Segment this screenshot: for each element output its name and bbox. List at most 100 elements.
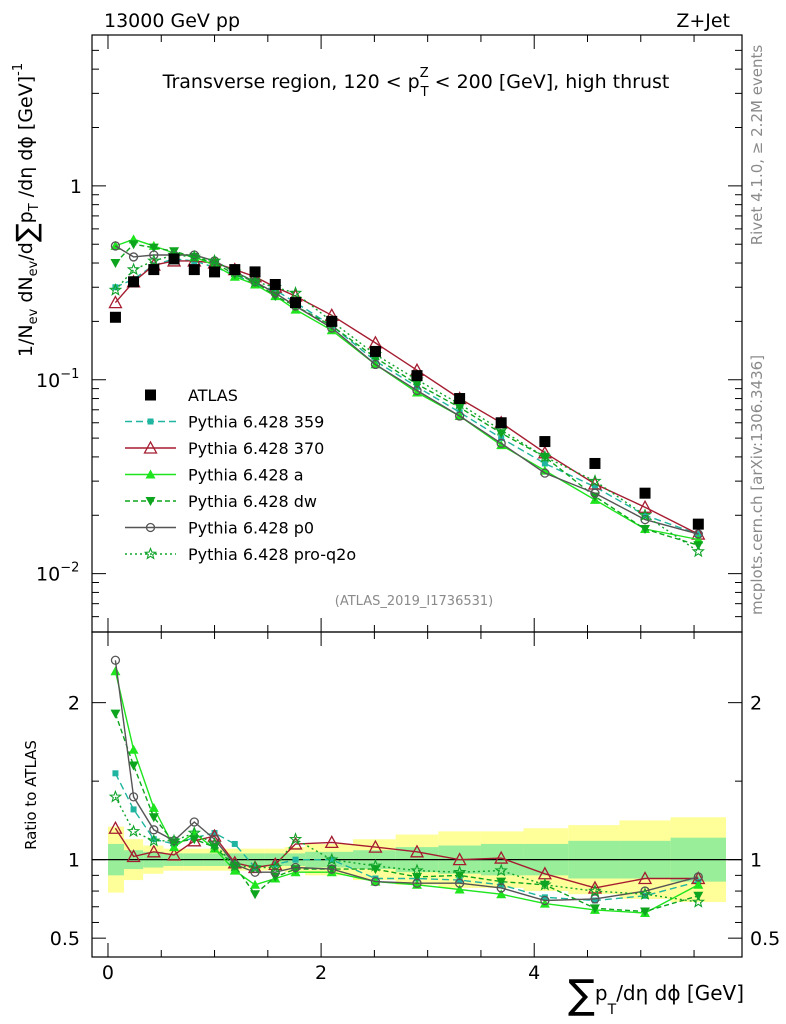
y-tick-label-ratio-right: 1 [750,850,762,872]
y-tick-label-ratio: 1 [68,850,80,872]
ratio-point-pythia-6-428-370 [146,844,161,858]
ratio-point-pythia-6-428-pro-q2o [368,858,383,872]
series-point-pythia-6-428-dw [110,259,121,269]
series-point-pythia-6-428-p0 [454,411,465,421]
mcplots-label: mcplots.cern.ch [arXiv:1306.3436] [748,355,766,615]
header-left: 13000 GeV pp [104,10,240,32]
ratio-point-pythia-6-428-p0 [540,895,550,906]
atlas-data-point [290,297,302,309]
series-point-pythia-6-428-p0 [540,468,550,478]
ratio-point-pythia-6-428-a [539,898,550,908]
series-point-pythia-6-428-dw [128,240,139,250]
legend-entry-atlas: ATLAS [145,386,238,405]
legend-marker-pythia-6-428-370 [143,440,158,454]
atlas-data-point [454,393,466,405]
legend-label-pythia-6-428-pro-q2o: Pythia 6.428 pro-q2o [188,545,356,564]
ratio-point-pythia-6-428-pro-q2o [147,833,161,847]
ratio-point-pythia-6-428-pro-q2o [187,825,201,839]
ratio-point-pythia-6-428-p0 [454,878,465,888]
ratio-point-pythia-6-428-370 [324,835,339,849]
legend-entry-pythia-6-428-pro-q2o: Pythia 6.428 pro-q2o [125,545,356,564]
legend-entry-pythia-6-428-p0: Pythia 6.428 p0 [125,519,314,538]
y-tick-label-ratio: 2 [68,693,80,715]
ratio-point-pythia-6-428-pro-q2o [538,877,552,891]
ratio-point-pythia-6-428-dw [496,877,507,887]
main-plot-area [108,234,706,558]
ratio-point-pythia-6-428-370 [452,852,467,866]
ratio-point-pythia-6-428-a [148,802,159,812]
ratio-point-pythia-6-428-pro-q2o [452,865,467,878]
series-point-pythia-6-428-a [693,534,704,544]
ratio-point-pythia-6-428-dw [589,904,600,914]
series-point-pythia-6-428-pro-q2o [248,274,262,288]
ratio-point-pythia-6-428-pro-q2o [588,884,602,897]
legend-marker-pythia-6-428-pro-q2o [143,546,158,560]
legend-label-atlas: ATLAS [188,386,238,405]
ratio-point-pythia-6-428-359 [112,770,119,777]
legend-label-pythia-6-428-p0: Pythia 6.428 p0 [188,519,314,538]
y-axis-label-ratio: Ratio to ATLAS [22,740,40,850]
ratio-point-pythia-6-428-a [454,884,465,894]
atlas-data-point [369,345,381,357]
atlas-data-point [411,370,423,382]
ratio-point-pythia-6-428-359 [231,840,238,847]
ratio-point-pythia-6-428-dw [110,709,121,719]
ratio-point-pythia-6-428-p0 [370,876,381,887]
legend-entry-pythia-6-428-a: Pythia 6.428 a [125,466,304,485]
atlas-data-point [109,311,121,323]
atlas-data-point [209,266,221,278]
y-tick-label-main: 1 [70,176,82,198]
series-point-pythia-6-428-pro-q2o [538,449,552,463]
x-tick-label: 4 [528,962,540,984]
ratio-point-pythia-6-428-p0 [189,817,199,827]
ratio-point-pythia-6-428-pro-q2o [410,863,424,877]
series-point-pythia-6-428-pro-q2o [147,253,161,267]
legend-label-pythia-6-428-359: Pythia 6.428 359 [188,413,324,432]
legend-entry-pythia-6-428-dw: Pythia 6.428 dw [125,492,317,511]
ratio-point-pythia-6-428-p0 [693,872,703,882]
y-tick-label-ratio: 0.5 [50,928,80,950]
ratio-point-pythia-6-428-a [250,879,261,889]
series-point-pythia-6-428-pro-q2o [288,286,303,299]
ratio-line-pythia-6-428-370 [114,827,699,889]
atlas-data-point [589,457,601,469]
analysis-id: (ATLAS_2019_I1736531) [335,594,493,609]
ratio-point-pythia-6-428-a [496,889,507,899]
atlas-data-point [269,278,281,290]
ratio-point-pythia-6-428-p0 [496,883,506,893]
legend-marker-pythia-6-428-p0 [145,522,156,533]
ratio-plot-area [108,655,706,918]
series-point-pythia-6-428-pro-q2o [187,249,202,263]
atlas-data-point [539,436,551,448]
ratio-point-pythia-6-428-p0 [270,867,280,877]
ratio-point-pythia-6-428-p0 [327,864,337,874]
y-tick-label-main: 10−2 [36,561,79,586]
legend-label-pythia-6-428-370: Pythia 6.428 370 [188,439,324,458]
ratio-point-pythia-6-428-359 [292,856,299,863]
ratio-point-pythia-6-428-pro-q2o [638,887,652,900]
series-point-pythia-6-428-pro-q2o [108,283,123,296]
header-right: Z+Jet [676,10,730,32]
ratio-point-pythia-6-428-370 [126,849,141,863]
ratio-point-pythia-6-428-pro-q2o [207,836,222,850]
ratio-point-pythia-6-428-370 [166,847,182,861]
atlas-data-point [249,266,261,278]
legend-marker-atlas [145,389,156,401]
ratio-point-pythia-6-428-dw [250,890,261,900]
legend-label-pythia-6-428-dw: Pythia 6.428 dw [188,492,317,511]
ratio-point-pythia-6-428-p0 [128,792,139,802]
series-point-pythia-6-428-pro-q2o [691,544,705,558]
series-point-pythia-6-428-p0 [590,488,600,498]
ratio-point-pythia-6-428-370 [108,820,123,834]
y-tick-label-ratio-right: 0.5 [750,928,780,950]
legend-entry-pythia-6-428-370: Pythia 6.428 370 [125,439,324,458]
series-point-pythia-6-428-p0 [110,241,121,251]
series-point-pythia-6-428-dw [148,243,159,253]
series-point-pythia-6-428-p0 [149,250,159,260]
y-axis-label-main: 1/Nev dNev/d∑pT /dη dϕ [GeV]-1 [10,63,43,357]
ratio-point-pythia-6-428-pro-q2o [288,832,303,846]
ratio-point-pythia-6-428-pro-q2o [126,824,141,838]
ratio-point-pythia-6-428-359 [591,897,598,904]
ratio-point-pythia-6-428-370 [637,871,653,885]
ratio-point-pythia-6-428-dw [128,761,139,771]
